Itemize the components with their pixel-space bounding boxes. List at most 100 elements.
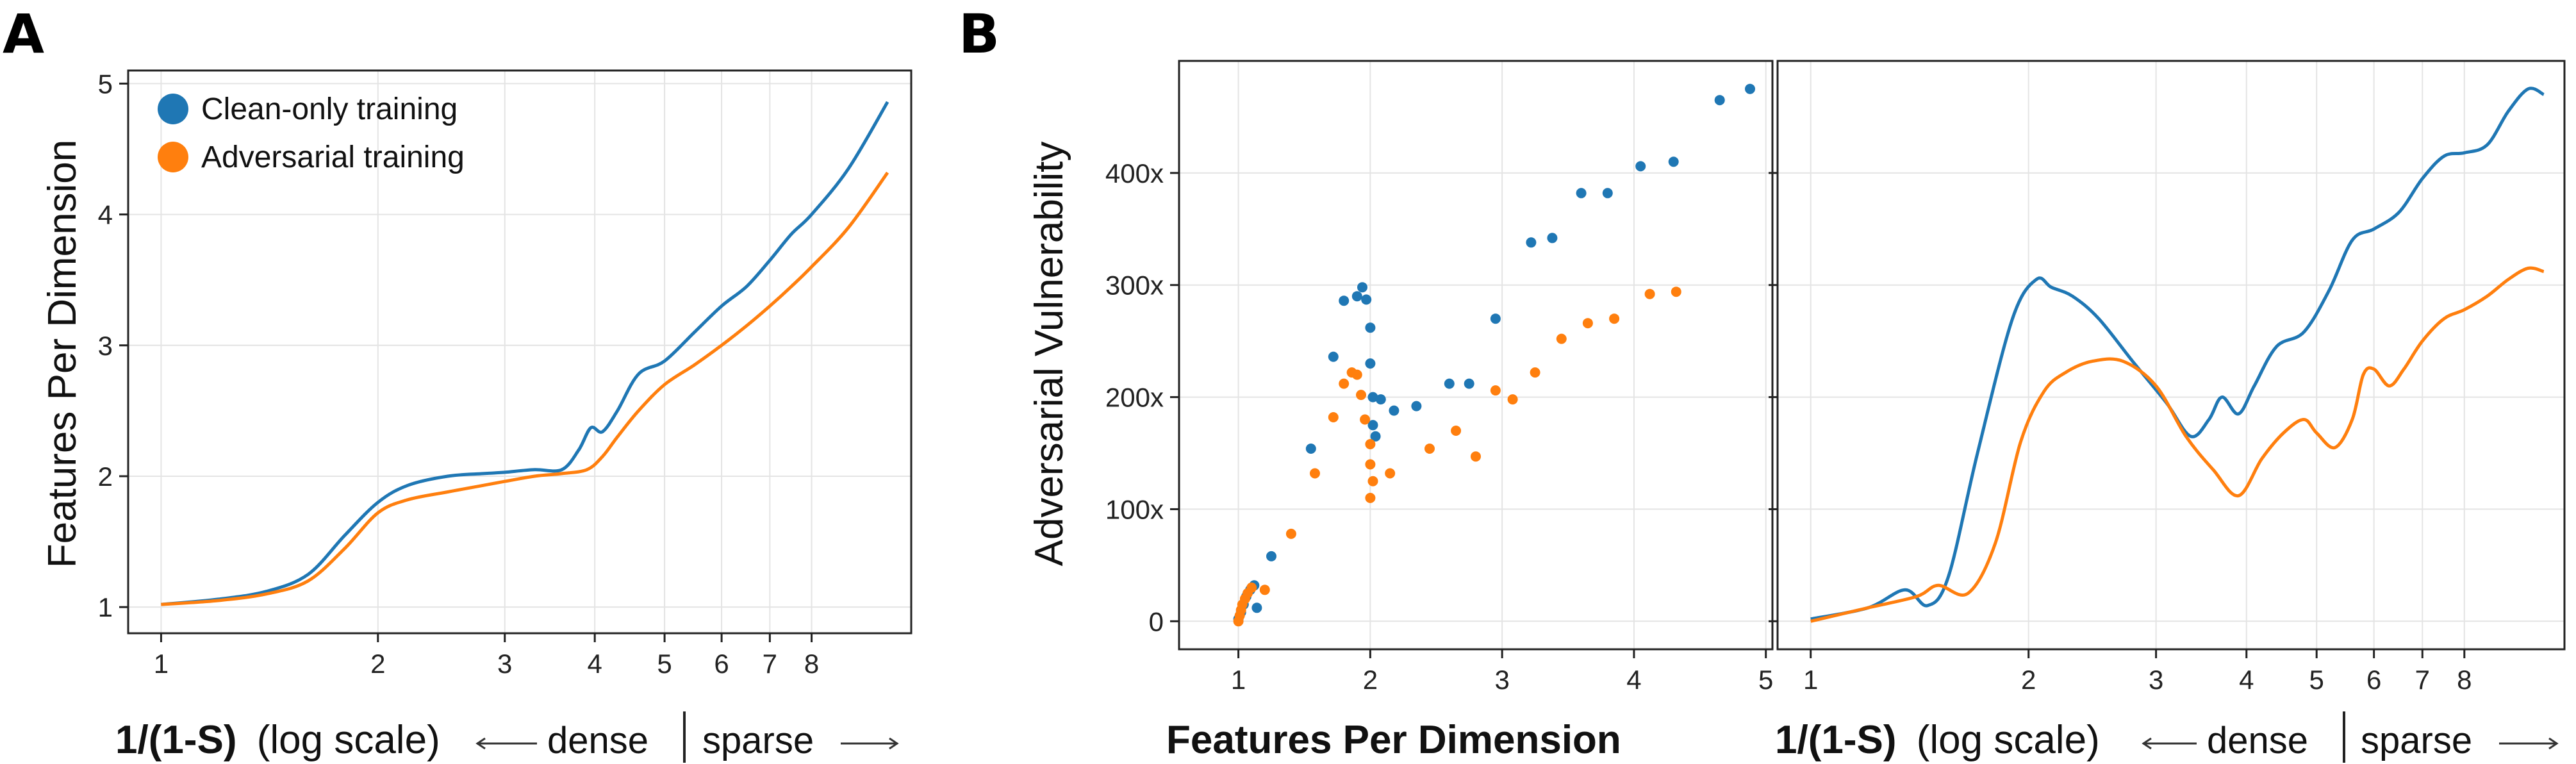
panel-a-y-tick-label: 2 <box>98 461 113 492</box>
panel-b-scatter-point-clean <box>1370 431 1381 442</box>
panel-a-x-tick-label: 5 <box>657 649 672 679</box>
panel-b-line-series-adversarial <box>1810 266 2545 623</box>
panel-b-scatter-point-adversarial <box>1285 528 1296 539</box>
panel-a-x-tick-label: 2 <box>370 649 385 679</box>
panel-a-lines <box>161 101 889 606</box>
panel-b-scatter-point-clean <box>1602 188 1613 199</box>
panel-a-y-tick-label: 1 <box>98 592 113 622</box>
panel-b-line-x-label-main: 1/(1-S) <box>1775 718 1896 762</box>
panel-b-scatter-x-ticks: 1 2 3 4 5 <box>1231 649 1773 695</box>
panel-a-x-tick-label: 3 <box>497 649 512 679</box>
panel-b-line-frame <box>1776 60 2566 651</box>
panel-b-scatter-points <box>1233 83 1755 627</box>
panel-a-x-tick-label: 4 <box>587 649 602 679</box>
panel-a-x-label-scale: (log scale) <box>257 718 440 762</box>
panel-a-dense-label: dense <box>547 720 648 761</box>
panel-b-scatter-point-clean <box>1526 237 1537 248</box>
panel-b-scatter-y-tick-label: 200x <box>1105 383 1164 413</box>
panel-a-sparse-label: sparse <box>702 720 814 761</box>
panel-b-scatter-x-tick-label: 3 <box>1494 665 1509 695</box>
panel-b-scatter-point-clean <box>1367 420 1378 431</box>
panel-b-scatter-point-clean <box>1668 156 1679 167</box>
panel-b-scatter-point-adversarial <box>1530 367 1540 378</box>
panel-b-line-x-tick-label: 8 <box>2457 665 2472 695</box>
panel-b-scatter-point-clean <box>1411 401 1422 411</box>
panel-b-scatter-point-adversarial <box>1582 318 1593 329</box>
panel-b-scatter-point-clean <box>1351 291 1362 302</box>
panel-b-scatter-point-clean <box>1576 188 1587 199</box>
panel-b-line-x-label-scale: (log scale) <box>1917 718 2100 762</box>
panel-b-scatter-point-adversarial <box>1365 439 1376 449</box>
panel-b-scatter-point-clean <box>1357 282 1367 293</box>
legend-marker-adversarial <box>158 142 188 172</box>
panel-b-scatter-point-clean <box>1339 295 1350 306</box>
panel-b-scatter-point-adversarial <box>1310 468 1320 479</box>
panel-a-legend: Clean-only training Adversarial training <box>158 92 465 174</box>
svg-text:1/(1-S) (log scale): 1/(1-S) (log scale) <box>1775 718 2100 762</box>
panel-b-letter: B <box>959 3 1000 65</box>
panel-b-line-x-tick-label: 2 <box>2021 665 2036 695</box>
panel-a-x-tick-label: 1 <box>154 649 169 679</box>
panel-b-scatter-frame <box>1178 60 1774 651</box>
panel-a-y-ticks: 1 2 3 4 5 <box>98 69 128 622</box>
panel-b-scatter-point-adversarial <box>1339 378 1350 389</box>
panel-b-line-lines <box>1810 87 2545 623</box>
panel-b-scatter-point-clean <box>1251 602 1262 613</box>
panel-b-scatter-point-adversarial <box>1365 492 1376 503</box>
panel-b-scatter-point-adversarial <box>1259 585 1270 595</box>
panel-a-y-label: Features Per Dimension <box>40 140 85 569</box>
panel-b-scatter-point-clean <box>1266 551 1276 561</box>
panel-a-frame <box>127 69 912 635</box>
panel-b-line-x-tick-label: 5 <box>2309 665 2324 695</box>
panel-b-scatter-point-adversarial <box>1365 459 1376 470</box>
panel-b-y-label: Adversarial Vulnerability <box>1027 142 1071 567</box>
panel-b-line-x-tick-label: 3 <box>2149 665 2163 695</box>
panel-a-x-label: 1/(1-S) (log scale) dense sparse <box>115 711 899 763</box>
panel-b-line-x-tick-label: 6 <box>2366 665 2381 695</box>
panel-b-scatter-point-clean <box>1490 313 1501 324</box>
panel-b-scatter-point-adversarial <box>1644 288 1655 299</box>
panel-b-scatter-point-clean <box>1375 394 1386 405</box>
svg-text:1/(1-S) (log scale): 1/(1-S) (log scale) <box>115 718 440 762</box>
legend-marker-clean <box>158 94 188 124</box>
panel-b-scatter-point-adversarial <box>1471 451 1481 462</box>
panel-a-y-tick-label: 4 <box>98 200 113 230</box>
panel-b-line-series-clean <box>1810 87 2545 621</box>
panel-a-y-tick-label: 3 <box>98 331 113 361</box>
panel-b-scatter-x-tick-label: 4 <box>1626 665 1641 695</box>
panel-b-scatter-x-tick-label: 5 <box>1758 665 1773 695</box>
legend-label-adversarial: Adversarial training <box>201 140 465 174</box>
panel-b-scatter-point-clean <box>1328 351 1339 362</box>
panel-b-scatter-x-label: Features Per Dimension <box>1166 718 1621 762</box>
panel-b-line-x-tick-label: 4 <box>2239 665 2254 695</box>
panel-a-grid <box>128 71 911 633</box>
panel-b-line-y-ticks <box>1769 172 1778 622</box>
panel-b-scatter-point-adversarial <box>1451 426 1462 436</box>
panel-b-scatter-y-tick-label: 100x <box>1105 494 1164 524</box>
panel-b-line-x-tick-label: 1 <box>1803 665 1818 695</box>
panel-b-scatter-point-adversarial <box>1356 390 1366 401</box>
panel-b-scatter-x-tick-label: 1 <box>1231 665 1246 695</box>
panel-b-scatter-point-clean <box>1714 95 1725 106</box>
panel-b-line-grid <box>1778 61 2564 649</box>
panel-b-scatter-point-clean <box>1745 83 1755 94</box>
panel-b-dense-label: dense <box>2207 720 2308 761</box>
panel-b-scatter-y-tick-label: 300x <box>1105 270 1164 301</box>
panel-b-scatter-point-adversarial <box>1556 333 1567 344</box>
panel-b-line-x-label: 1/(1-S) (log scale) dense sparse <box>1775 711 2559 763</box>
panel-b-scatter-point-clean <box>1367 392 1378 403</box>
panel-b-scatter-point-clean <box>1305 444 1316 454</box>
panel-b-scatter-y-tick-label: 0 <box>1149 606 1164 636</box>
panel-b-scatter-point-adversarial <box>1351 369 1362 380</box>
panel-b-scatter-point-clean <box>1361 294 1372 305</box>
panel-b-scatter-point-clean <box>1464 378 1474 389</box>
panel-b-scatter-y-ticks: 0 100x 200x 300x 400x <box>1105 158 1179 636</box>
panel-b-scatter-point-adversarial <box>1367 476 1378 486</box>
legend-label-clean: Clean-only training <box>201 92 458 126</box>
panel-b-scatter-point-adversarial <box>1424 444 1435 454</box>
